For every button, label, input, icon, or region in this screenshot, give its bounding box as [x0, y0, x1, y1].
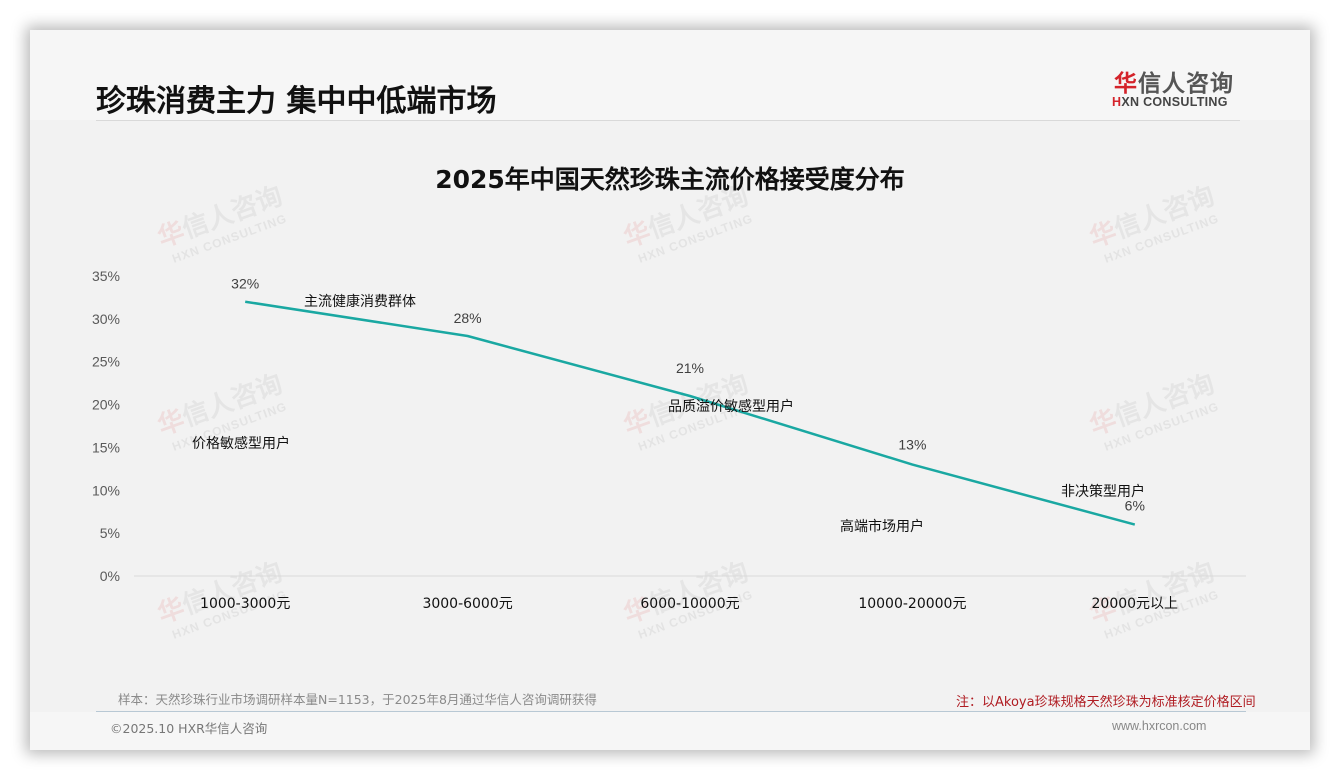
- page-title: 珍珠消费主力 集中中低端市场: [96, 84, 497, 119]
- data-value-label: 21%: [676, 360, 704, 376]
- header-divider: [96, 120, 1240, 121]
- segment-annotation: 非决策型用户: [1061, 483, 1145, 500]
- x-category-label: 6000-10000元: [640, 596, 739, 612]
- segment-annotation: 品质溢价敏感型用户: [668, 398, 794, 415]
- y-tick-label: 15%: [92, 439, 120, 455]
- footer-divider: [96, 711, 1246, 712]
- data-value-label: 32%: [231, 276, 259, 292]
- y-tick-label: 30%: [92, 311, 120, 327]
- y-tick-label: 0%: [100, 568, 120, 584]
- series-line: [245, 300, 1136, 526]
- data-value-label: 6%: [1125, 498, 1145, 514]
- line-chart: 0% 5% 10% 15% 20% 25% 30% 35% 1000-3000元 3000-600…: [92, 268, 1246, 612]
- x-category-label: 3000-6000元: [422, 596, 512, 612]
- footer-band: [30, 712, 1310, 750]
- header-band: [30, 30, 1310, 120]
- brand-logo: 华信人咨询 HXN CONSULTING: [1110, 64, 1242, 112]
- data-value-label: 28%: [454, 310, 482, 326]
- slide: 华信人咨询 HXN CONSULTING 华信人咨询 HXN CONSULTIN…: [30, 30, 1310, 750]
- y-tick-label: 20%: [92, 397, 120, 413]
- chart-title: 2025年中国天然珍珠主流价格接受度分布: [435, 165, 905, 194]
- y-tick-label: 5%: [100, 525, 120, 541]
- logo-en-text: HXN CONSULTING: [1112, 95, 1228, 109]
- sample-note: 样本：天然珍珠行业市场调研样本量N=1153，于2025年8月通过华信人咨询调研…: [118, 692, 597, 707]
- y-tick-label: 25%: [92, 354, 120, 370]
- logo-cn-text: 华信人咨询: [1114, 71, 1234, 97]
- x-category-label: 10000-20000元: [858, 596, 966, 612]
- segment-annotation: 价格敏感型用户: [192, 435, 290, 452]
- website-link[interactable]: www.hxrcon.com: [1112, 719, 1207, 733]
- segment-annotation: 主流健康消费群体: [304, 293, 416, 310]
- disclaimer-note: 注：以Akoya珍珠规格天然珍珠为标准核定价格区间: [956, 695, 1256, 710]
- y-tick-label: 35%: [92, 268, 120, 284]
- x-category-label: 20000元以上: [1092, 596, 1179, 612]
- copyright-text: ©2025.10 HXR华信人咨询: [110, 721, 268, 736]
- y-tick-label: 10%: [92, 482, 120, 498]
- segment-annotation: 高端市场用户: [840, 518, 924, 535]
- x-category-label: 1000-3000元: [200, 596, 290, 612]
- data-value-label: 13%: [898, 437, 926, 453]
